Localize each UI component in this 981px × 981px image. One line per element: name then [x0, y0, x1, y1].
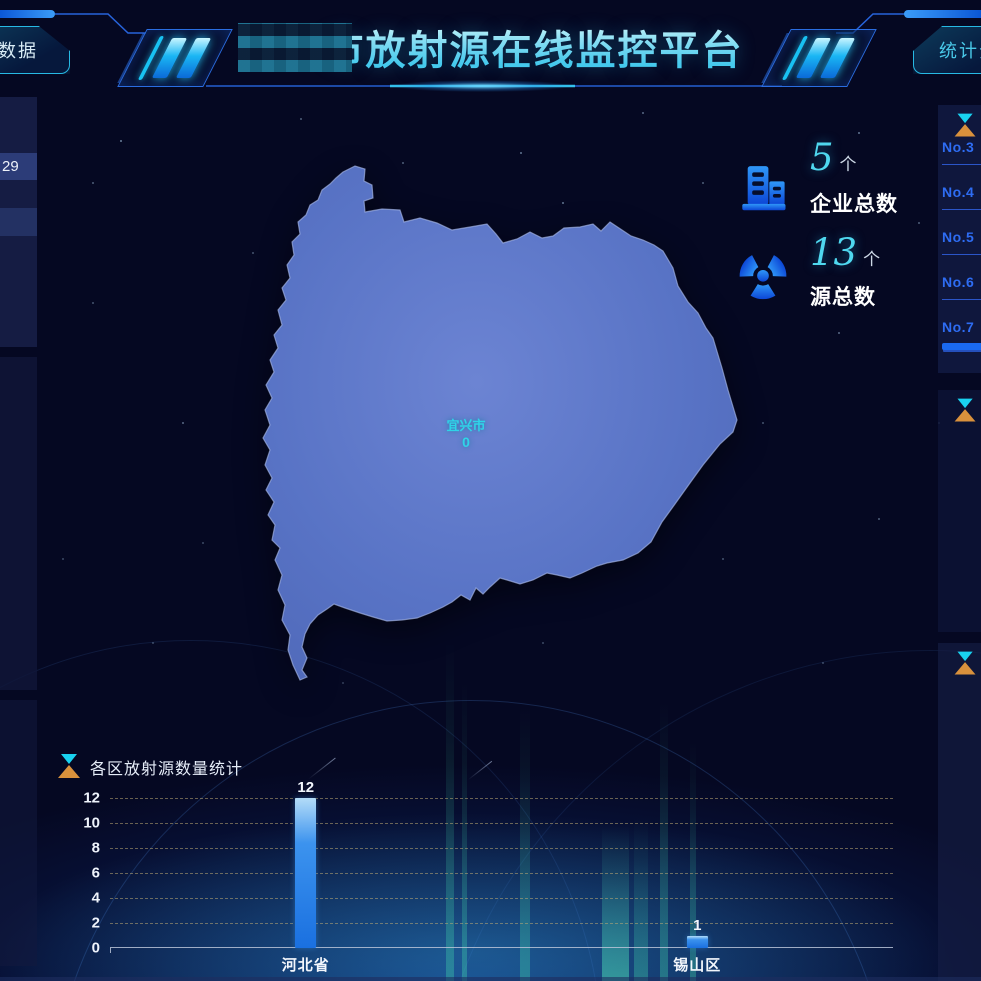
- bar-河北省[interactable]: [295, 798, 317, 948]
- rank-divider: [942, 254, 981, 255]
- table-row[interactable]: [0, 291, 37, 319]
- right-panel-bottom: [938, 643, 981, 981]
- table-row[interactable]: 29: [0, 152, 37, 181]
- gridline: [110, 798, 893, 799]
- gridline: [110, 898, 893, 899]
- right-panel-middle: [938, 390, 981, 632]
- rank-label: No.7: [942, 319, 975, 335]
- page-title: 市放射源在线监控平台: [324, 18, 744, 76]
- x-axis-tick: [110, 948, 111, 953]
- ranking-panel: No.3 No.4 No.5 No.6 No.7: [938, 105, 981, 373]
- left-table-panel: 29: [0, 97, 37, 347]
- x-axis-line: [110, 947, 893, 948]
- light-streak: [446, 641, 454, 981]
- statistics-nav-button-label: 统计分: [939, 41, 981, 61]
- list-item: No.6: [938, 274, 981, 319]
- chart-plot-area: 0 2 4 6 8 10 12 12 河北省 1 锡山区: [83, 779, 893, 974]
- y-axis-tick-label: 12: [83, 789, 100, 807]
- light-streak: [602, 826, 629, 981]
- sort-hourglass-icon: [954, 398, 978, 424]
- enterprise-count: 5: [810, 136, 834, 179]
- chart-title-hourglass-icon: [58, 754, 82, 780]
- rank-label: No.4: [942, 184, 975, 200]
- list-item: No.3: [938, 139, 981, 184]
- source-count: 13: [810, 231, 858, 274]
- source-total-label: 源总数: [810, 286, 876, 309]
- light-streak: [520, 706, 530, 981]
- y-axis-tick-label: 2: [91, 914, 100, 932]
- rank-label: No.6: [942, 274, 975, 290]
- enterprise-total-label: 企业总数: [810, 193, 898, 216]
- bar-锡山区[interactable]: [686, 935, 708, 948]
- sort-hourglass-icon: [954, 113, 978, 139]
- list-item: No.4: [938, 184, 981, 229]
- region-map: [230, 110, 750, 690]
- map-region-name: 宜兴市: [446, 418, 486, 433]
- gridline: [110, 848, 893, 849]
- header-bar-left: [0, 10, 55, 18]
- header-bar-right: [904, 10, 981, 18]
- header: 市放射源在线监控平台: [0, 21, 981, 73]
- rank-label: No.3: [942, 139, 975, 155]
- light-streak: [690, 741, 696, 981]
- sort-hourglass-icon: [954, 651, 978, 677]
- enterprise-count-unit: 个: [839, 155, 857, 174]
- light-streak: [660, 701, 668, 981]
- left-panel-middle: [0, 357, 37, 690]
- y-axis-tick-label: 8: [91, 839, 100, 857]
- map-region-value: 0: [462, 434, 470, 451]
- left-panel-bottom: [0, 700, 37, 966]
- data-nav-button-label: 数据: [0, 41, 38, 61]
- bar-value-label: 1: [693, 916, 702, 934]
- rank-progress-bar: [942, 343, 981, 350]
- rank-divider: [942, 209, 981, 210]
- y-axis-tick-label: 6: [91, 864, 100, 882]
- bar-value-label: 12: [297, 779, 315, 796]
- header-center-glow: [392, 80, 572, 92]
- map-region-label[interactable]: 宜兴市 0: [428, 418, 504, 452]
- bottom-panel-edge: [0, 977, 981, 981]
- table-row[interactable]: [0, 236, 37, 264]
- table-row[interactable]: [0, 125, 37, 153]
- y-axis-tick-label: 0: [91, 939, 100, 957]
- district-source-chart: 各区放射源数量统计 0 2 4 6 8 10 12 12 河北省 1 锡山区: [58, 752, 898, 981]
- ranking-list: No.3 No.4 No.5 No.6 No.7: [938, 139, 981, 364]
- map-region-yixing[interactable]: [262, 165, 738, 681]
- list-item: No.5: [938, 229, 981, 274]
- light-streak: [462, 681, 467, 981]
- gridline: [110, 823, 893, 824]
- y-axis-tick-label: 4: [91, 889, 100, 907]
- table-row[interactable]: [0, 208, 37, 236]
- building-icon: [742, 166, 786, 211]
- rank-divider: [942, 164, 981, 165]
- table-row[interactable]: [0, 319, 37, 347]
- x-axis-category-label: 河北省: [281, 957, 330, 974]
- rank-label: No.5: [942, 229, 975, 245]
- source-count-unit: 个: [863, 250, 881, 269]
- rank-divider: [942, 299, 981, 300]
- table-row[interactable]: [0, 97, 37, 125]
- y-axis-tick-label: 10: [83, 814, 100, 832]
- title-redaction-mosaic: [237, 22, 352, 72]
- radiation-icon: [739, 255, 787, 300]
- list-item: No.7: [938, 319, 981, 364]
- x-axis-category-label: 锡山区: [673, 957, 722, 974]
- gridline: [110, 923, 893, 924]
- table-row[interactable]: [0, 180, 37, 208]
- gridline: [110, 873, 893, 874]
- chart-title: 各区放射源数量统计: [90, 761, 244, 778]
- table-row[interactable]: [0, 264, 37, 292]
